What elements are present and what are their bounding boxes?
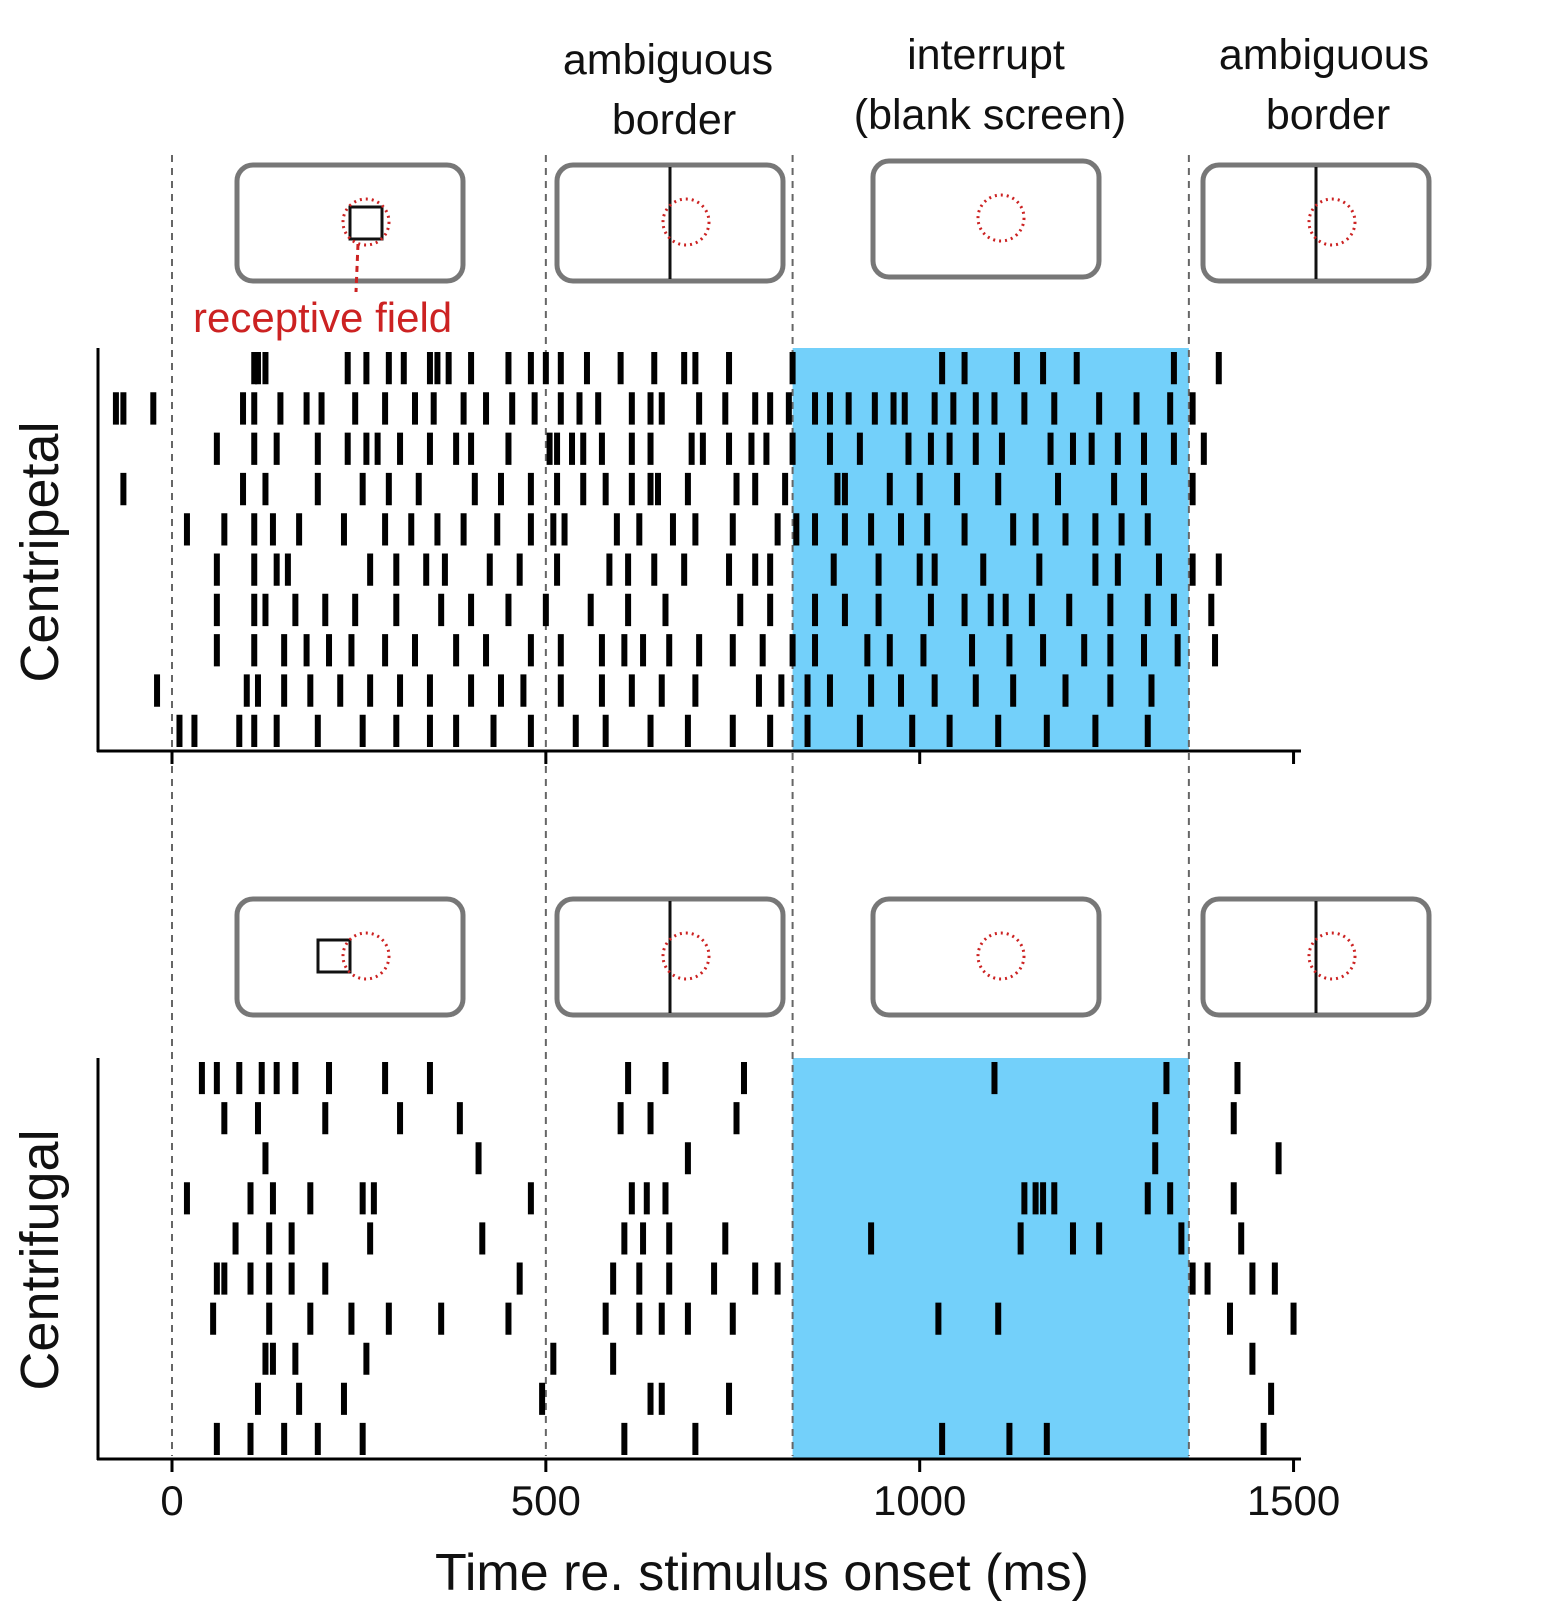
x-tick-label: 0: [160, 1477, 183, 1524]
stimulus-screen-border: [554, 896, 786, 1018]
phase-label-interrupt-line-2: (blank screen): [854, 91, 1126, 139]
phase-label-ambiguous-1-line-2: border: [612, 96, 736, 144]
phase-labels: ambiguous border interrupt (blank screen…: [563, 31, 1429, 144]
receptive-field-icon: [976, 193, 1026, 243]
stimulus-screen-border: [1200, 896, 1432, 1018]
phase-label-ambiguous-2-line-1: ambiguous: [1219, 31, 1429, 79]
screen-frame-icon: [870, 158, 1102, 280]
stimulus-icons-centripetal: [234, 158, 1432, 293]
phase-label-interrupt-line-1: interrupt: [907, 31, 1065, 79]
panel-label-centrifugal: Centrifugal: [10, 1129, 70, 1390]
x-ticks-centrifugal: [170, 1459, 1296, 1472]
receptive-field-icon: [1307, 931, 1357, 981]
receptive-field-icon: [661, 197, 711, 247]
x-tick-label: 1500: [1247, 1477, 1340, 1524]
stimulus-screen-square-center: [234, 162, 466, 293]
interrupt-shade-centripetal: [792, 348, 1189, 751]
x-tick-labels: 0 500 1000 1500: [160, 1477, 1340, 1524]
shading-layer: [792, 348, 1189, 1459]
spike-raster-centrifugal: [183, 1062, 1297, 1455]
x-ticks-centripetal: [170, 751, 1296, 764]
receptive-field-leader-icon: [354, 243, 360, 293]
phase-boundary-lines: [171, 155, 1190, 1456]
square-stimulus-icon: [316, 938, 352, 974]
x-axis-label: Time re. stimulus onset (ms): [435, 1544, 1089, 1602]
x-tick-label: 500: [511, 1477, 581, 1524]
interrupt-shade-centrifugal: [792, 1058, 1189, 1459]
receptive-field-label: receptive field: [193, 294, 452, 341]
stimulus-screen-border: [1200, 162, 1432, 284]
spike-raster-centripetal: [112, 352, 1222, 747]
phase-label-ambiguous-2-line-2: border: [1266, 91, 1390, 139]
stimulus-screen-blank: [870, 896, 1102, 1018]
screen-frame-icon: [870, 896, 1102, 1018]
stimulus-screen-square-left: [234, 896, 466, 1018]
stimulus-screen-border: [554, 162, 786, 284]
axes-centripetal: [96, 348, 1301, 753]
x-tick-label: 1000: [873, 1477, 966, 1524]
axes-centrifugal: [96, 1058, 1301, 1461]
receptive-field-icon: [341, 931, 391, 981]
receptive-field-icon: [1307, 197, 1357, 247]
receptive-field-icon: [341, 197, 391, 247]
square-stimulus-icon: [348, 205, 384, 241]
panel-label-centripetal: Centripetal: [10, 421, 70, 682]
stimulus-icons-centrifugal: [234, 896, 1432, 1018]
stimulus-screen-blank: [870, 158, 1102, 280]
receptive-field-icon: [661, 931, 711, 981]
phase-label-ambiguous-1-line-1: ambiguous: [563, 36, 773, 84]
receptive-field-icon: [976, 931, 1026, 981]
